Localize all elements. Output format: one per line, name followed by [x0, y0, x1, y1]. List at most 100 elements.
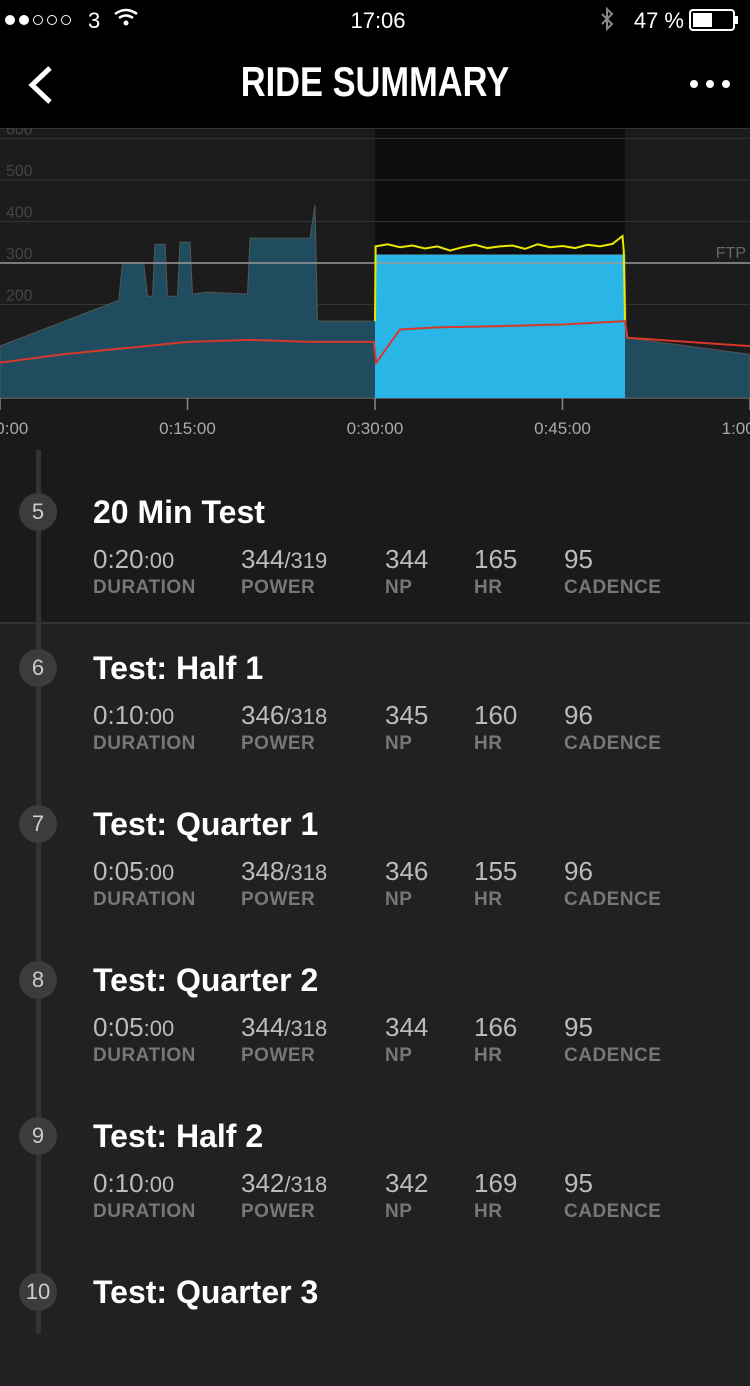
stat-value: 0:20 [93, 544, 144, 574]
stat-sub: /318 [284, 704, 328, 729]
battery-percent: 47 % [634, 8, 684, 33]
stat-cadence: 96 [564, 700, 593, 731]
stat-value: 155 [474, 856, 518, 886]
stat-value: 344 [385, 544, 429, 574]
x-tick-label: 0:15:00 [159, 419, 216, 438]
y-tick-label: 400 [6, 204, 33, 221]
lap-title: 20 Min Test [93, 494, 265, 530]
stat-label: NP [385, 1045, 413, 1066]
lap-number: 6 [19, 649, 57, 687]
stat-label: NP [385, 889, 413, 910]
more-button[interactable] [688, 76, 732, 92]
stat-value: 95 [564, 1168, 593, 1198]
stat-label: NP [385, 733, 413, 754]
stat-label: DURATION [93, 1045, 196, 1066]
stat-label: CADENCE [564, 1045, 662, 1066]
stat-sub: :00 [143, 704, 175, 729]
ride-chart: 200 300 400 500 600 FTP 0:00:00 0:15:00 0:30:00 0… [0, 128, 750, 450]
lap-title: Test: Half 2 [93, 1118, 264, 1154]
stat-cadence: 95 [564, 1168, 593, 1199]
stat-sub: :00 [143, 1016, 175, 1041]
stat-np: 342 [385, 1168, 428, 1199]
stat-value: 0:10 [93, 700, 144, 730]
stat-label: CADENCE [564, 1201, 662, 1222]
lap-number: 7 [19, 805, 57, 843]
stat-sub: /318 [284, 860, 328, 885]
stat-label: HR [474, 1045, 503, 1066]
y-tick-label: 600 [6, 128, 33, 138]
stat-label: HR [474, 577, 503, 598]
stat-value: 0:10 [93, 1168, 144, 1198]
stat-value: 165 [474, 544, 518, 574]
stat-cadence: 95 [564, 544, 593, 575]
x-tick-label: 0:00:00 [0, 419, 28, 438]
stat-sub: /319 [284, 548, 328, 573]
stat-sub: /318 [284, 1016, 328, 1041]
y-tick-label: 300 [6, 246, 33, 263]
lap-title: Test: Quarter 2 [93, 962, 319, 998]
stat-value: 169 [474, 1168, 518, 1198]
stat-value: 95 [564, 1012, 593, 1042]
stat-power: 344/318 [241, 1012, 327, 1043]
stat-value: 160 [474, 700, 518, 730]
status-icons: 3 17:06 47 % [5, 6, 738, 33]
stat-hr: 155 [474, 856, 517, 887]
stat-label: HR [474, 1201, 503, 1222]
stat-np: 345 [385, 700, 428, 731]
lap-number: 5 [19, 493, 57, 531]
stat-value: 346 [241, 700, 285, 730]
stat-sub: /318 [284, 1172, 328, 1197]
time: 17:06 [350, 8, 405, 33]
stat-value: 344 [241, 544, 285, 574]
timeline [36, 450, 41, 1334]
lap-row[interactable]: 9 Test: Half 2 0:10:00 DURATION 342/318 POWER… [0, 1074, 750, 1230]
stat-hr: 160 [474, 700, 517, 731]
lap-row[interactable]: 6 Test: Half 1 0:10:00 DURATION 346/318 POWER… [0, 606, 750, 762]
stat-hr: 169 [474, 1168, 517, 1199]
lap-row[interactable]: 10 Test: Quarter 3 [0, 1230, 750, 1386]
screen: 3 17:06 47 % RIDE SUMMARY 200 300 400 500 60… [0, 0, 750, 1334]
carrier: 3 [88, 8, 100, 33]
stat-duration: 0:20:00 [93, 544, 174, 575]
back-button[interactable] [22, 64, 58, 106]
lap-title: Test: Half 1 [93, 650, 264, 686]
x-tick-label: 0:30:00 [347, 419, 404, 438]
stat-label: POWER [241, 733, 316, 754]
stat-value: 342 [241, 1168, 285, 1198]
page-title: RIDE SUMMARY [240, 58, 510, 105]
stat-value: 96 [564, 856, 593, 886]
stat-label: DURATION [93, 889, 196, 910]
lap-title: Test: Quarter 3 [93, 1274, 319, 1310]
stat-sub: :00 [143, 860, 175, 885]
lap-row[interactable]: 5 20 Min Test 0:20:00 DURATION 344/319 POWER 3… [0, 450, 750, 624]
stat-value: 346 [385, 856, 429, 886]
stat-value: 0:05 [93, 1012, 144, 1042]
stat-label: NP [385, 577, 413, 598]
stat-power: 348/318 [241, 856, 327, 887]
stat-value: 344 [241, 1012, 285, 1042]
stat-label: CADENCE [564, 577, 662, 598]
y-tick-label: 200 [6, 288, 33, 305]
stat-hr: 165 [474, 544, 517, 575]
stat-value: 166 [474, 1012, 518, 1042]
stat-cadence: 96 [564, 856, 593, 887]
stat-duration: 0:05:00 [93, 856, 174, 887]
stat-label: CADENCE [564, 733, 662, 754]
y-tick-label: 500 [6, 163, 33, 180]
stat-value: 342 [385, 1168, 429, 1198]
lap-number: 8 [19, 961, 57, 999]
stat-value: 344 [385, 1012, 429, 1042]
stat-np: 344 [385, 544, 428, 575]
stat-label: DURATION [93, 577, 196, 598]
stat-label: HR [474, 733, 503, 754]
stat-power: 342/318 [241, 1168, 327, 1199]
lap-title: Test: Quarter 1 [93, 806, 319, 842]
stat-duration: 0:10:00 [93, 700, 174, 731]
lap-row[interactable]: 8 Test: Quarter 2 0:05:00 DURATION 344/318 PO… [0, 918, 750, 1074]
stat-value: 348 [241, 856, 285, 886]
lap-row[interactable]: 7 Test: Quarter 1 0:05:00 DURATION 348/318 PO… [0, 762, 750, 918]
stat-value: 95 [564, 544, 593, 574]
stat-value: 0:05 [93, 856, 144, 886]
timeline [36, 450, 41, 622]
lap-number: 10 [19, 1273, 57, 1311]
